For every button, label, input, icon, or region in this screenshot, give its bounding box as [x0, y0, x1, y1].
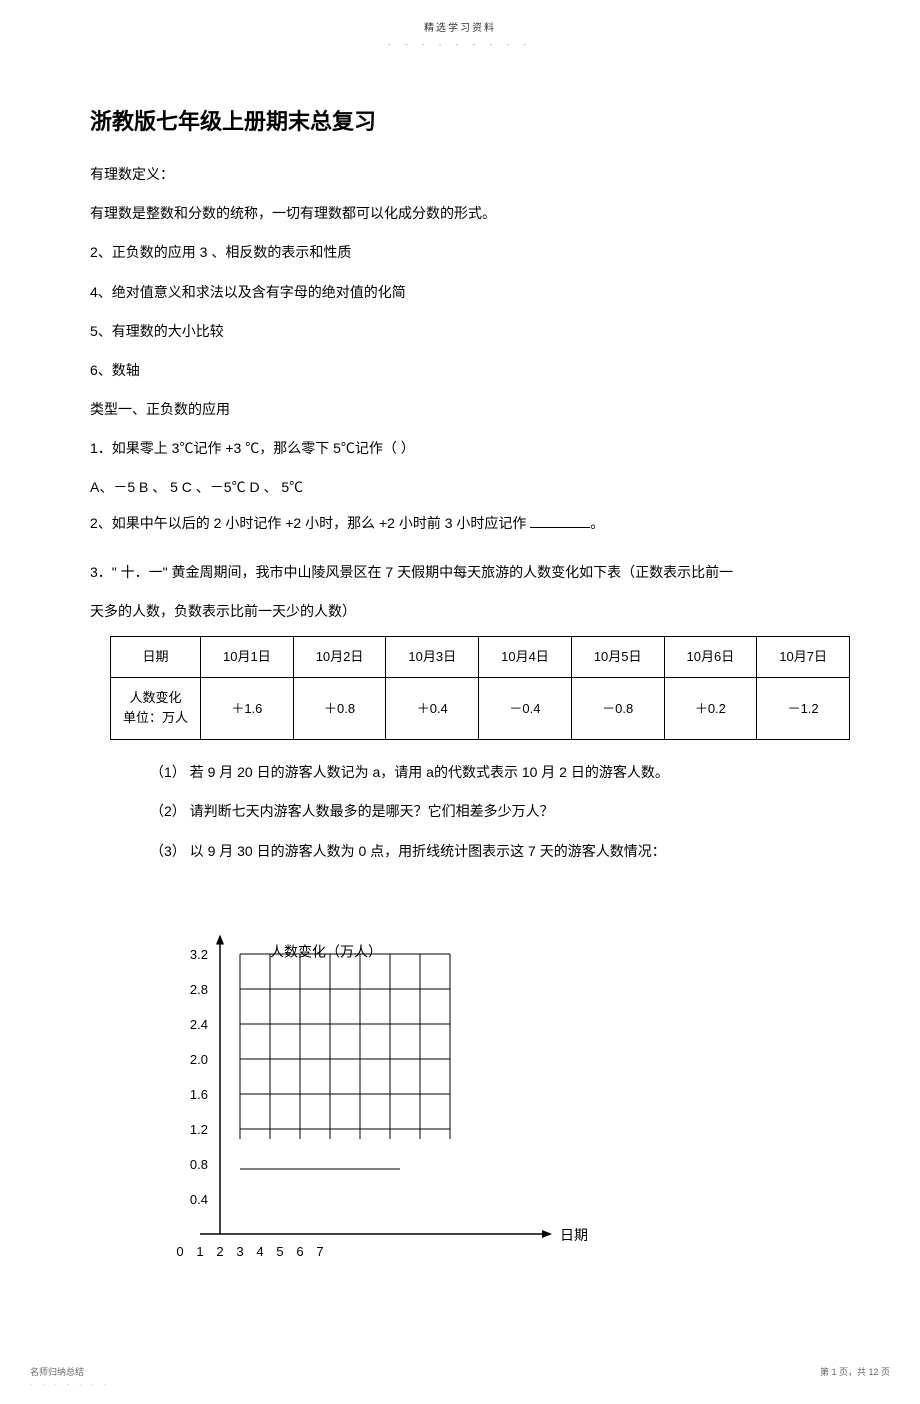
table-cell: ＋0.4: [386, 677, 479, 740]
svg-text:6: 6: [296, 1244, 303, 1259]
table-header-row: 日期 10月1日 10月2日 10月3日 10月4日 10月5日 10月6日 1…: [111, 637, 850, 677]
table-header-cell: 10月6日: [664, 637, 757, 677]
question-2-text-a: 2、如果中午以后的 2 小时记作 +2 小时，那么 +2 小时前 3 小时应记作: [90, 515, 530, 531]
question-1-options: A、－5 B 、 5 C 、－5℃ D 、 5℃: [90, 475, 830, 500]
question-3-a: 3．" 十．一" 黄金周期间，我市中山陵风景区在 7 天假期中每天旅游的人数变化…: [90, 560, 830, 585]
footer-right: 第 1 页，共 12 页: [820, 1364, 890, 1380]
svg-text:人数变化（万人）: 人数变化（万人）: [270, 943, 382, 959]
table-header-cell: 10月2日: [293, 637, 386, 677]
svg-text:0.4: 0.4: [190, 1192, 208, 1207]
line-chart-axes: 0.4 0.8 1.2 1.6 2.0 2.4 2.8 3.2 01234567 人数变化（万人）…: [150, 904, 600, 1284]
svg-text:3.2: 3.2: [190, 947, 208, 962]
table-header-cell: 10月4日: [479, 637, 572, 677]
footer-left-dots: - - - - - - -: [30, 1380, 110, 1393]
topic-2-3: 2、正负数的应用 3 、相反数的表示和性质: [90, 240, 830, 265]
main-title: 浙教版七年级上册期末总复习: [90, 102, 830, 142]
question-3-b: 天多的人数，负数表示比前一天少的人数）: [90, 599, 830, 624]
svg-text:0.8: 0.8: [190, 1157, 208, 1172]
page-header: 精选学习资料 - - - - - - - - -: [90, 20, 830, 52]
table-cell: －1.2: [757, 677, 850, 740]
table-row-header: 人数变化单位：万人: [111, 677, 201, 740]
blank-fill: [530, 514, 590, 528]
svg-text:2: 2: [216, 1244, 223, 1259]
header-title: 精选学习资料: [90, 20, 830, 38]
svg-text:2.8: 2.8: [190, 982, 208, 997]
topic-6: 6、数轴: [90, 358, 830, 383]
svg-text:2.0: 2.0: [190, 1052, 208, 1067]
table-cell: －0.8: [571, 677, 664, 740]
topic-4: 4、绝对值意义和求法以及含有字母的绝对值的化简: [90, 280, 830, 305]
svg-text:7: 7: [316, 1244, 323, 1259]
svg-text:1.2: 1.2: [190, 1122, 208, 1137]
svg-text:2.4: 2.4: [190, 1017, 208, 1032]
question-2: 2、如果中午以后的 2 小时记作 +2 小时，那么 +2 小时前 3 小时应记作…: [90, 511, 830, 536]
footer-left-text: 名师归纳总结: [30, 1364, 110, 1380]
table-header-cell: 10月1日: [201, 637, 294, 677]
topic-5: 5、有理数的大小比较: [90, 319, 830, 344]
footer-left: 名师归纳总结 - - - - - - -: [30, 1364, 110, 1393]
chart-container: 0.4 0.8 1.2 1.6 2.0 2.4 2.8 3.2 01234567 人数变化（万人）…: [150, 904, 600, 1284]
svg-text:4: 4: [256, 1244, 263, 1259]
header-dots: - - - - - - - - -: [90, 38, 830, 52]
data-table: 日期 10月1日 10月2日 10月3日 10月4日 10月5日 10月6日 1…: [110, 636, 850, 740]
table-cell: －0.4: [479, 677, 572, 740]
svg-text:1.6: 1.6: [190, 1087, 208, 1102]
table-cell: ＋1.6: [201, 677, 294, 740]
svg-text:日期 （日）: 日期 （日）: [560, 1227, 600, 1243]
svg-text:5: 5: [276, 1244, 283, 1259]
table-header-cell: 日期: [111, 637, 201, 677]
definition-label: 有理数定义：: [90, 162, 830, 187]
table-header-cell: 10月3日: [386, 637, 479, 677]
svg-text:0: 0: [176, 1244, 183, 1259]
type-1-heading: 类型一、正负数的应用: [90, 397, 830, 422]
definition-text: 有理数是整数和分数的统称，一切有理数都可以化成分数的形式。: [90, 201, 830, 226]
sub-question-2: （2） 请判断七天内游客人数最多的是哪天？它们相差多少万人？: [150, 799, 830, 824]
question-2-text-b: 。: [590, 515, 604, 531]
sub-question-1: （1） 若 9 月 20 日的游客人数记为 a，请用 a的代数式表示 10 月 …: [150, 760, 830, 785]
table-header-cell: 10月5日: [571, 637, 664, 677]
table-cell: ＋0.8: [293, 677, 386, 740]
question-1: 1．如果零上 3℃记作 +3 ℃，那么零下 5℃记作（ ）: [90, 436, 830, 461]
svg-text:1: 1: [196, 1244, 203, 1259]
svg-text:3: 3: [236, 1244, 243, 1259]
table-header-cell: 10月7日: [757, 637, 850, 677]
table-cell: ＋0.2: [664, 677, 757, 740]
table-data-row: 人数变化单位：万人 ＋1.6 ＋0.8 ＋0.4 －0.4 －0.8 ＋0.2 …: [111, 677, 850, 740]
sub-question-3: （3） 以 9 月 30 日的游客人数为 0 点，用折线统计图表示这 7 天的游…: [150, 839, 830, 864]
